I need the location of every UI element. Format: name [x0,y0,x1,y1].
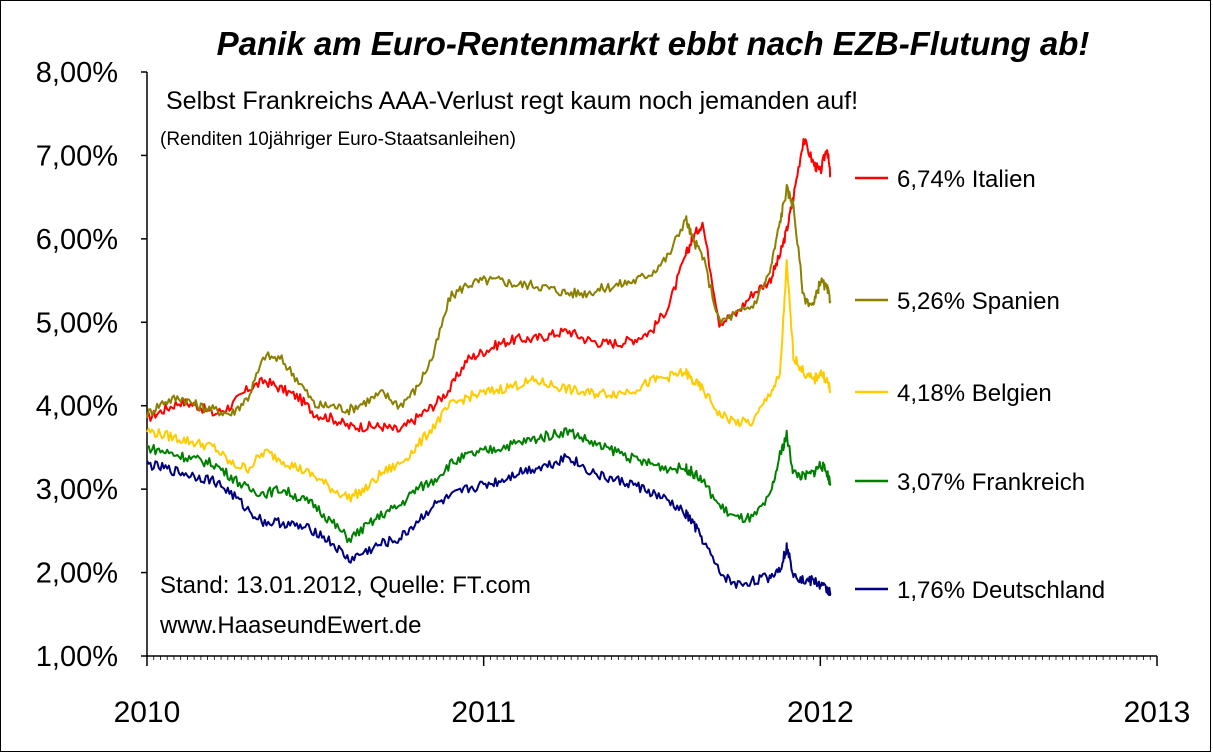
y-tick-label: 2,00% [36,558,118,590]
y-tick-label: 4,00% [36,391,118,423]
legend-label-deutschland: 1,76% Deutschland [897,577,1105,604]
series-line-spanien [146,183,832,419]
series-line-frankreich [146,427,832,544]
y-tick-group: 1,00% 2,00% 3,00% 4,00% 5,00% 6,00% 7,00% 8,00% [36,57,147,673]
legend-label-italien: 6,74% Italien [897,166,1036,193]
x-tick-label: 2013 [1124,696,1191,729]
y-tick-label: 1,00% [36,641,118,673]
series-line-italien [146,138,832,433]
x-tick-label: 2012 [787,696,854,729]
y-tick-label: 3,00% [36,474,118,506]
legend-label-frankreich: 3,07% Frankreich [897,469,1085,496]
website-text: www.HaaseundEwert.de [159,612,421,639]
chart-note: (Renditen 10jähriger Euro-Staatsanleihen… [160,129,516,150]
x-tick-label: 2011 [451,696,516,729]
legend-label-spanien: 5,26% Spanien [897,288,1060,315]
legend-label-belgien: 4,18% Belgien [897,380,1052,407]
legend: 6,74% Italien 5,26% Spanien 4,18% Belgien 3… [855,166,1105,604]
y-tick-label: 8,00% [36,57,118,89]
series-line-belgien [146,258,832,503]
source-text: Stand: 13.01.2012, Quelle: FT.com [160,572,531,599]
x-tick-label: 2010 [114,696,181,729]
series-lines [146,138,832,596]
x-minor-tick-group [153,656,1151,660]
chart-title: Panik am Euro-Rentenmarkt ebbt nach EZB-… [217,25,1090,62]
series-line-deutschland [146,453,832,596]
y-tick-label: 7,00% [36,140,118,172]
y-tick-label: 5,00% [36,307,118,339]
y-tick-label: 6,00% [36,224,118,256]
x-tick-group: 2010 2011 2012 2013 [114,656,1191,729]
chart-subtitle: Selbst Frankreichs AAA-Verlust regt kaum… [166,87,858,115]
